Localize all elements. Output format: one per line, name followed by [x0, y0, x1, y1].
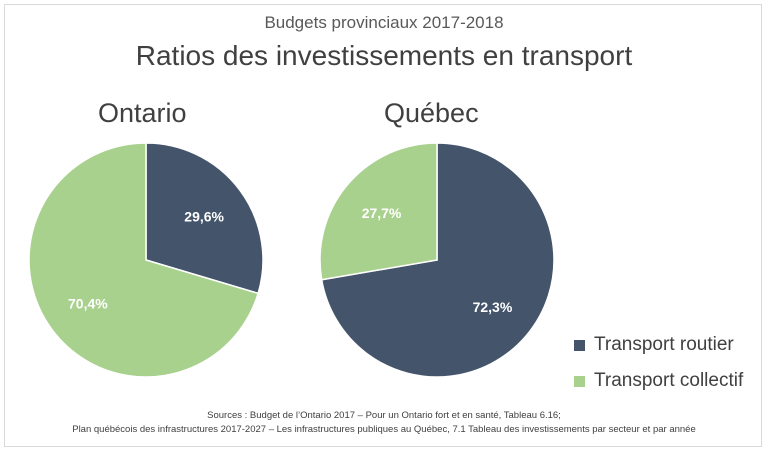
sources-line-2: Plan québécois des infrastructures 2017-…: [72, 424, 696, 435]
legend-label-collectif: Transport collectif: [594, 370, 744, 391]
ontario-pie-title: Ontario: [98, 98, 187, 128]
legend-swatch-routier: [574, 339, 585, 351]
legend: Transport routier Transport collectif: [574, 327, 743, 399]
chart-frame: [4, 4, 762, 447]
chart-title: Ratios des investissements en transport: [135, 40, 633, 71]
legend-item-collectif: Transport collectif: [574, 363, 743, 399]
ontario-slice-collectif: [28, 142, 260, 378]
quebec-label-routier: 72,3%: [473, 299, 513, 315]
legend-swatch-collectif: [574, 375, 585, 387]
ontario-label-routier: 29,6%: [184, 209, 224, 225]
legend-label-routier: Transport routier: [594, 334, 734, 355]
chart-subtitle: Budgets provinciaux 2017-2018: [264, 13, 504, 32]
ontario-label-collectif: 70,4%: [68, 295, 108, 311]
quebec-slice-collectif: [319, 142, 438, 281]
quebec-pie-title: Québec: [384, 98, 479, 128]
ontario-slice-routier: [145, 142, 264, 295]
sources-line-1: Sources : Budget de l’Ontario 2017 – Pou…: [207, 410, 561, 421]
legend-item-routier: Transport routier: [574, 327, 743, 363]
quebec-slice-routier: [320, 142, 555, 378]
quebec-label-collectif: 27,7%: [362, 205, 402, 221]
